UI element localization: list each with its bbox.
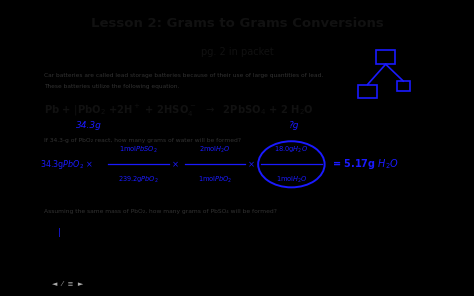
Text: Assuming the same mass of PbO₂, how many grams of PbSO₄ will be formed?: Assuming the same mass of PbO₂, how many… — [44, 209, 276, 214]
Text: 34.3g$\it{PbO_2}$ $\times$: 34.3g$\it{PbO_2}$ $\times$ — [39, 158, 92, 171]
Text: $\times$: $\times$ — [247, 160, 255, 169]
Bar — [376, 50, 395, 64]
Text: 1mol$\it{H_2O}$: 1mol$\it{H_2O}$ — [275, 175, 307, 185]
Text: Pb + $|$PbO$_2$ +2H$^+$ + 2HSO$_4^-$  $\rightarrow$  2PbSO$_4$ + 2 H$_2$O: Pb + $|$PbO$_2$ +2H$^+$ + 2HSO$_4^-$ $\r… — [44, 102, 313, 118]
Text: 34.3g: 34.3g — [76, 121, 102, 130]
Bar — [397, 81, 410, 91]
Bar — [358, 85, 377, 99]
Text: $\times$: $\times$ — [171, 160, 179, 169]
Text: These batteries utilize the following equation.: These batteries utilize the following eq… — [44, 84, 179, 89]
Text: 239.2g$\it{PbO_2}$: 239.2g$\it{PbO_2}$ — [118, 175, 159, 185]
Text: 2mol$\it{H_2O}$: 2mol$\it{H_2O}$ — [199, 145, 231, 155]
Text: = 5.17g $\it{H_2O}$: = 5.17g $\it{H_2O}$ — [332, 157, 399, 171]
Text: 1mol$\it{PbSO_2}$: 1mol$\it{PbSO_2}$ — [119, 145, 158, 155]
Text: Lesson 2: Grams to Grams Conversions: Lesson 2: Grams to Grams Conversions — [91, 17, 383, 30]
Text: 18.0g$\it{H_2O}$: 18.0g$\it{H_2O}$ — [274, 145, 309, 155]
Text: |: | — [58, 228, 61, 237]
Text: ?g: ?g — [289, 121, 300, 130]
Text: 1mol$\it{PbO_2}$: 1mol$\it{PbO_2}$ — [198, 175, 232, 185]
Text: Car batteries are called lead storage batteries because of their use of large qu: Car batteries are called lead storage ba… — [44, 73, 323, 78]
Text: If 34.3-g of PbO₂ react, how many grams of water will be formed?: If 34.3-g of PbO₂ react, how many grams … — [44, 139, 241, 144]
Text: pg. 2 in packet: pg. 2 in packet — [201, 47, 273, 57]
Text: ◄  ⁄  ≡  ►: ◄ ⁄ ≡ ► — [52, 281, 83, 287]
